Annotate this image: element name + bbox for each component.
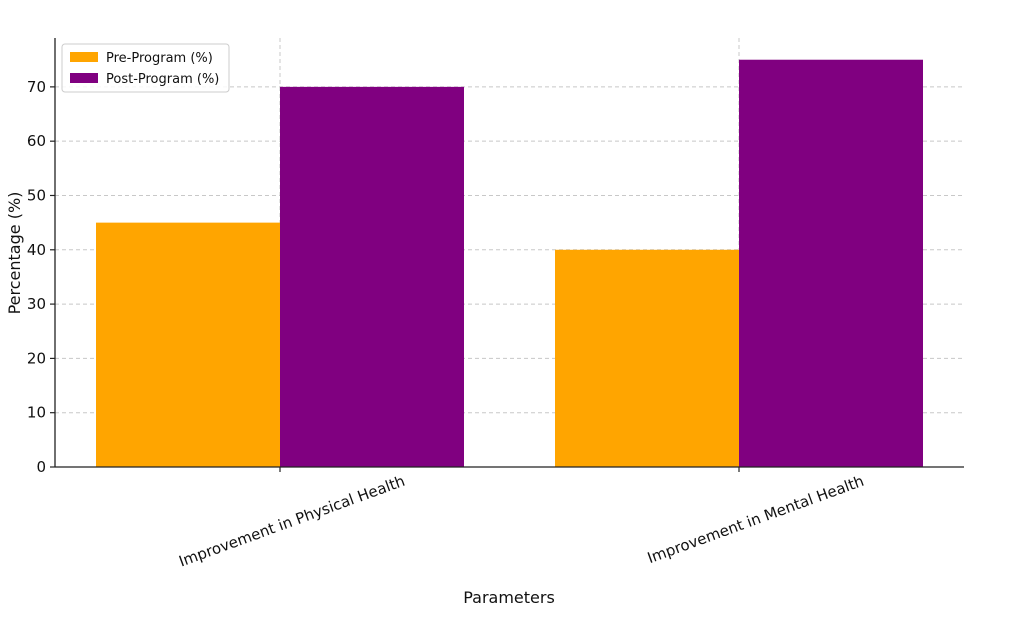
y-tick-label-0: 0	[36, 458, 46, 476]
y-tick-label-2: 20	[27, 349, 46, 367]
legend-label-0: Pre-Program (%)	[106, 51, 213, 66]
legend-label-1: Post-Program (%)	[106, 72, 219, 87]
legend: Pre-Program (%) Post-Program (%)	[61, 43, 230, 93]
legend-swatch-0	[70, 52, 98, 62]
y-axis-label: Percentage (%)	[5, 192, 24, 315]
y-tick-label-5: 50	[27, 186, 46, 204]
y-tick-label-3: 30	[27, 295, 46, 313]
legend-swatch-1	[70, 73, 98, 83]
y-tick-label-6: 60	[27, 132, 46, 150]
y-tick-label-4: 40	[27, 241, 46, 259]
legend-box	[61, 43, 230, 93]
bars-layer	[96, 59, 923, 468]
bar-series-1-cat-1	[739, 59, 923, 467]
x-tick-label-1: Improvement in Mental Health	[645, 472, 866, 567]
y-tick-label-7: 70	[27, 78, 46, 96]
bar-series-0-cat-1	[555, 249, 739, 467]
bar-series-1-cat-0	[280, 86, 464, 468]
x-tick-label-0: Improvement in Physical Health	[176, 472, 407, 571]
y-tick-label-1: 10	[27, 404, 46, 422]
x-axis-label: Parameters	[463, 588, 555, 607]
axes-layer	[54, 38, 964, 468]
bar-series-0-cat-0	[96, 222, 280, 467]
